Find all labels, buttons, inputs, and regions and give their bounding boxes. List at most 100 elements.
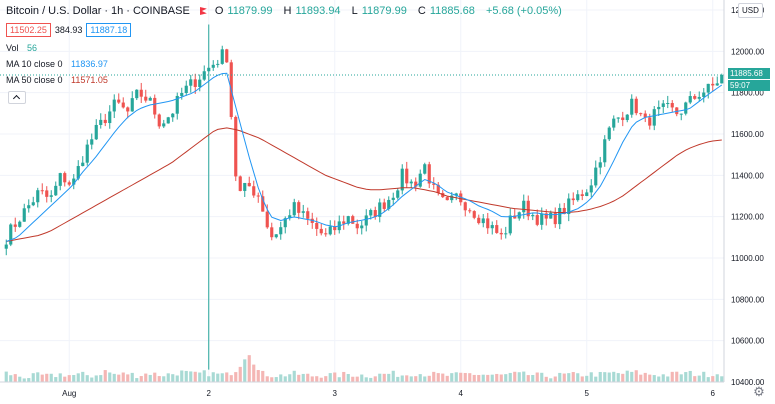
ask-price-box[interactable]: 11887.18 <box>86 23 132 37</box>
y-tick-label: 10600.00 <box>731 337 765 346</box>
volume-bar <box>58 373 62 382</box>
last-price-label: 11885.68 <box>728 67 770 79</box>
candle-body <box>261 196 265 212</box>
volume-bar <box>189 371 193 382</box>
candle-body <box>189 79 193 86</box>
volume-bar <box>666 376 670 382</box>
candle-body <box>139 89 143 97</box>
volume-bar <box>405 375 409 382</box>
volume-bar <box>346 374 350 382</box>
candle-body <box>243 182 247 191</box>
volume-bar <box>396 376 400 382</box>
volume-bar <box>220 373 224 382</box>
candle-body <box>283 218 287 228</box>
volume-bar <box>369 377 373 382</box>
volume-bar <box>490 374 494 382</box>
candle-body <box>693 96 697 99</box>
volume-bar <box>432 371 436 382</box>
volume-bar <box>441 373 445 382</box>
candle-body <box>486 218 490 229</box>
open-value: 11879.99 <box>227 5 273 17</box>
gear-icon[interactable]: ⚙ <box>753 384 765 399</box>
candle-body <box>648 117 652 126</box>
candle-body <box>364 215 368 226</box>
y-tick-label: 11000.00 <box>731 254 764 263</box>
y-tick-label: 11200.00 <box>731 213 764 222</box>
candle-body <box>405 168 409 184</box>
candle-body <box>171 113 175 118</box>
volume-bar <box>292 370 296 382</box>
volume-bar <box>711 376 715 382</box>
candle-body <box>162 123 166 127</box>
volume-bar <box>315 376 319 382</box>
indicator-ma10[interactable]: MA 10 close 0 11836.97 <box>6 59 108 69</box>
candle-body <box>126 107 130 112</box>
candle-body <box>544 213 548 219</box>
volume-bar <box>580 376 584 382</box>
candle-body <box>630 98 634 115</box>
candle-body <box>378 202 382 217</box>
low-value: 11879.99 <box>361 5 407 17</box>
candle-body <box>67 182 71 185</box>
volume-bar <box>198 372 202 382</box>
volume-bar <box>153 372 157 382</box>
indicator-ma50[interactable]: MA 50 close 0 11571.05 <box>6 75 108 85</box>
volume-bar <box>175 375 179 382</box>
candle-body <box>27 205 31 209</box>
volume-bar <box>549 378 553 382</box>
candle-body <box>522 200 526 213</box>
volume-bar <box>193 371 197 382</box>
candle-body <box>706 83 710 93</box>
candle-body <box>301 211 305 213</box>
candle-body <box>688 96 692 103</box>
currency-badge[interactable]: USD <box>738 3 763 18</box>
candle-body <box>58 173 62 186</box>
volume-bar <box>391 370 395 382</box>
candle-body <box>373 210 377 217</box>
candle-body <box>54 185 58 196</box>
interval-label[interactable]: 1h <box>111 5 124 17</box>
candle-body <box>274 234 278 238</box>
volume-bar <box>616 373 620 382</box>
candle-body <box>657 106 661 110</box>
volume-bar <box>76 373 80 382</box>
candle-body <box>135 89 139 99</box>
flag-icon[interactable] <box>199 7 207 15</box>
y-tick-label: 12000.00 <box>731 47 765 56</box>
candle-body <box>598 162 602 168</box>
candle-body <box>589 185 593 193</box>
volume-bar <box>180 370 184 382</box>
volume-bar <box>607 372 611 382</box>
indicator-vol[interactable]: Vol 56 <box>6 43 38 53</box>
ohlc-readout: O 11879.99 H 11893.94 L 11879.99 C 11885.68 … <box>214 5 562 17</box>
quote-boxes: 11502.25 384.93 11887.18 <box>6 23 132 37</box>
volume-bar <box>589 372 593 382</box>
candle-body <box>562 207 566 215</box>
volume-bar <box>459 372 463 382</box>
volume-bar <box>234 372 238 382</box>
candle-body <box>436 184 440 193</box>
volume-bar <box>94 375 98 382</box>
volume-bar <box>166 373 170 382</box>
bid-price-box[interactable]: 11502.25 <box>6 23 51 37</box>
candle-body <box>297 202 301 213</box>
volume-bar <box>301 373 305 382</box>
candle-body <box>481 218 485 224</box>
volume-bar <box>504 374 508 382</box>
volume-bar <box>130 372 134 382</box>
candle-body <box>459 193 463 203</box>
volume-bar <box>54 377 58 382</box>
volume-bar <box>135 378 139 382</box>
candle-body <box>571 198 575 201</box>
volume-bar <box>706 377 710 382</box>
candle-body <box>409 181 413 184</box>
candle-body <box>288 215 292 219</box>
candle-body <box>180 93 184 96</box>
volume-bar <box>270 377 274 382</box>
high-value: 11893.94 <box>295 5 341 17</box>
volume-bar <box>139 376 143 382</box>
y-tick-label: 11600.00 <box>731 130 764 139</box>
candle-body <box>108 111 112 124</box>
chevron-up-icon[interactable] <box>8 91 26 104</box>
